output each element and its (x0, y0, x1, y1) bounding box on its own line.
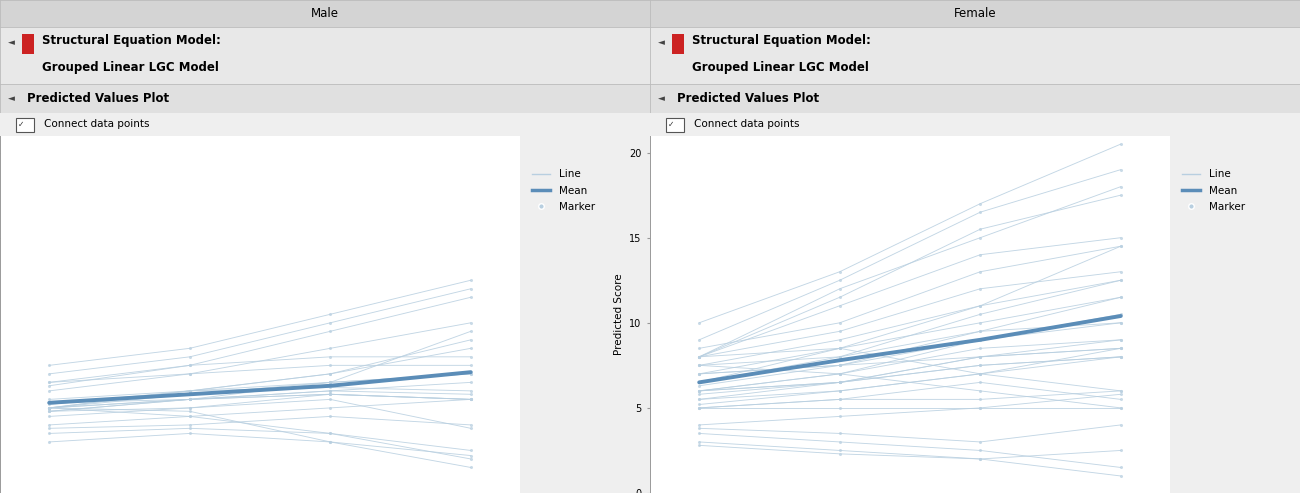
Text: Predicted Values Plot: Predicted Values Plot (27, 92, 169, 105)
Text: ◄: ◄ (658, 94, 664, 103)
Text: Connect data points: Connect data points (44, 119, 150, 130)
Text: ✓: ✓ (18, 120, 25, 129)
FancyBboxPatch shape (666, 118, 685, 132)
FancyBboxPatch shape (672, 35, 684, 54)
Text: Connect data points: Connect data points (694, 119, 800, 130)
Y-axis label: Predicted Score: Predicted Score (614, 274, 624, 355)
FancyBboxPatch shape (16, 118, 35, 132)
Text: Predicted Values Plot: Predicted Values Plot (677, 92, 819, 105)
FancyBboxPatch shape (22, 35, 34, 54)
Text: ◄: ◄ (8, 38, 14, 47)
Text: Grouped Linear LGC Model: Grouped Linear LGC Model (692, 62, 870, 74)
Text: Structural Equation Model:: Structural Equation Model: (692, 34, 871, 47)
Legend: Line, Mean, Marker: Line, Mean, Marker (532, 170, 595, 212)
Text: Grouped Linear LGC Model: Grouped Linear LGC Model (42, 62, 220, 74)
Text: Male: Male (311, 7, 339, 20)
Text: ◄: ◄ (8, 94, 14, 103)
Text: ◄: ◄ (658, 38, 664, 47)
Legend: Line, Mean, Marker: Line, Mean, Marker (1182, 170, 1245, 212)
Text: Structural Equation Model:: Structural Equation Model: (42, 34, 221, 47)
Text: ✓: ✓ (668, 120, 675, 129)
Text: Female: Female (954, 7, 996, 20)
